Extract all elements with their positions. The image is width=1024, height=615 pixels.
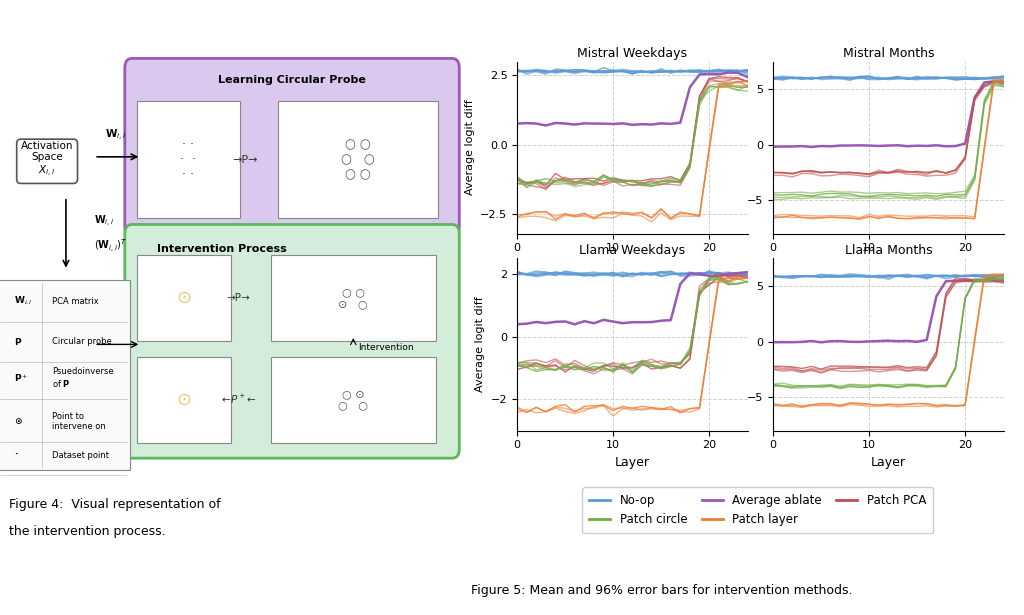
Text: PCA matrix: PCA matrix (52, 297, 98, 306)
Text: Intervention Process: Intervention Process (157, 244, 287, 254)
Legend: No-op, Patch circle, Average ablate, Patch layer, Patch PCA: No-op, Patch circle, Average ablate, Pat… (583, 488, 933, 533)
Title: Llama Weekdays: Llama Weekdays (580, 244, 685, 257)
Text: ○ ○
○   ○
○ ○: ○ ○ ○ ○ ○ ○ (341, 138, 375, 181)
Text: ○ ○
⊙   ○: ○ ○ ⊙ ○ (339, 287, 368, 309)
Text: ⊙: ⊙ (14, 417, 22, 426)
Text: $(\mathbf{W}_{i,l})^T$: $(\mathbf{W}_{i,l})^T$ (94, 237, 127, 254)
Text: $\mathbf{W}_{i,l}$: $\mathbf{W}_{i,l}$ (14, 295, 33, 308)
Text: Circular probe: Circular probe (52, 337, 112, 346)
Text: →P→: →P→ (226, 293, 250, 303)
Text: Learning Circular Probe: Learning Circular Probe (218, 75, 366, 85)
Text: $\leftarrow\!P^+\!\leftarrow$: $\leftarrow\!P^+\!\leftarrow$ (219, 393, 257, 407)
FancyBboxPatch shape (270, 357, 436, 443)
X-axis label: Layer: Layer (870, 456, 906, 469)
Text: →P→: →P→ (232, 155, 258, 165)
Text: Figure 5: Mean and 96% error bars for intervention methods.: Figure 5: Mean and 96% error bars for in… (471, 584, 853, 597)
Text: Figure 4:  Visual representation of: Figure 4: Visual representation of (9, 498, 221, 511)
Text: · ·
·  ·
· ·: · · · · · · (180, 138, 197, 181)
Text: $\mathbf{P}$: $\mathbf{P}$ (14, 336, 23, 347)
Text: Point to
intervene on: Point to intervene on (52, 411, 105, 431)
Title: Mistral Weekdays: Mistral Weekdays (578, 47, 687, 60)
FancyBboxPatch shape (0, 280, 130, 470)
FancyBboxPatch shape (125, 224, 460, 458)
Text: Intervention: Intervention (358, 343, 414, 352)
Text: ·: · (14, 451, 17, 459)
Text: Dataset point: Dataset point (52, 451, 109, 459)
FancyBboxPatch shape (125, 58, 460, 237)
Text: $\mathbf{P}^+$: $\mathbf{P}^+$ (14, 372, 29, 384)
Title: Mistral Months: Mistral Months (843, 47, 934, 60)
FancyBboxPatch shape (270, 255, 436, 341)
FancyBboxPatch shape (136, 255, 230, 341)
Text: $\mathbf{W}_{i,l}$: $\mathbf{W}_{i,l}$ (94, 214, 115, 229)
X-axis label: Layer: Layer (614, 456, 650, 469)
FancyBboxPatch shape (278, 101, 438, 218)
Title: Llama Months: Llama Months (845, 244, 932, 257)
Text: ⊙: ⊙ (176, 391, 191, 409)
Text: Activation
Space
$X_{i,l}$: Activation Space $X_{i,l}$ (20, 140, 74, 180)
Text: the intervention process.: the intervention process. (9, 525, 166, 539)
FancyBboxPatch shape (136, 357, 230, 443)
Text: Psuedoinverse
of $\mathbf{P}$: Psuedoinverse of $\mathbf{P}$ (52, 367, 114, 389)
Text: $\mathbf{W}_{i,l}$: $\mathbf{W}_{i,l}$ (104, 128, 126, 143)
Y-axis label: Average logit diff: Average logit diff (465, 100, 475, 196)
Y-axis label: Average logit diff: Average logit diff (475, 296, 485, 392)
FancyBboxPatch shape (136, 101, 241, 218)
Text: ○ ⊙
○   ○: ○ ⊙ ○ ○ (338, 389, 369, 411)
Text: ⊙: ⊙ (176, 289, 191, 308)
